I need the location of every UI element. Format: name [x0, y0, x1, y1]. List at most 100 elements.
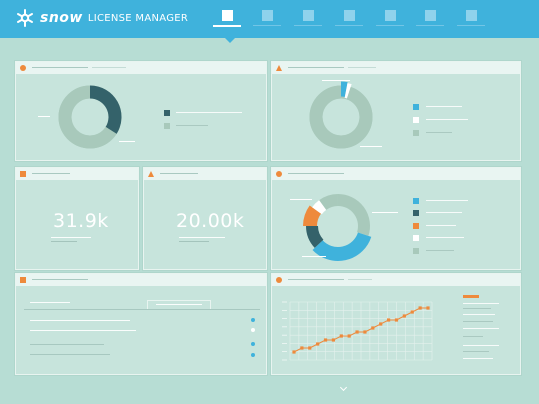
kpi-caption-placeholder: [51, 241, 77, 242]
legend-swatch: [413, 235, 419, 241]
donut-slice[interactable]: [312, 232, 372, 261]
list-tab[interactable]: [147, 300, 211, 309]
list-item-label-placeholder: [30, 354, 110, 355]
dashboard-icon: [222, 10, 233, 21]
nav-tab-4[interactable]: [331, 8, 369, 32]
panel-header[interactable]: [144, 168, 266, 180]
panel-subtitle-placeholder: [348, 67, 376, 68]
nav-tab-5[interactable]: [372, 8, 410, 32]
trend-point[interactable]: [300, 346, 304, 350]
trend-point[interactable]: [402, 314, 406, 318]
trend-point[interactable]: [371, 326, 375, 330]
circle-icon: [276, 277, 282, 283]
panel-header[interactable]: [272, 274, 520, 286]
donut-slices: [309, 81, 373, 149]
trend-point[interactable]: [316, 342, 320, 346]
panel-title-placeholder: [288, 279, 344, 280]
panel-title-placeholder: [32, 173, 70, 174]
list-header-divider: [24, 309, 260, 310]
nav-tab-underline: [416, 25, 444, 26]
circle-icon: [276, 171, 282, 177]
legend-swatch: [413, 210, 419, 216]
chart-callout-line: [302, 256, 326, 257]
status-dot: [251, 328, 255, 332]
legend-label-placeholder: [426, 200, 468, 201]
donut-slice[interactable]: [303, 205, 322, 227]
nav-tab-2[interactable]: [249, 8, 287, 32]
trend-point[interactable]: [292, 350, 296, 354]
legend-label-placeholder: [176, 112, 242, 113]
legend-swatch: [413, 248, 419, 254]
warning-icon: [148, 171, 154, 177]
warning-icon: [276, 65, 282, 71]
donut-slice[interactable]: [306, 225, 324, 248]
trend-point[interactable]: [394, 318, 399, 322]
legend-label-placeholder: [426, 250, 454, 251]
donut-slices: [58, 85, 122, 149]
legend-label-placeholder: [463, 351, 489, 352]
trend-point[interactable]: [379, 322, 383, 326]
legend-label-placeholder: [176, 125, 208, 126]
legend-swatch: [413, 198, 419, 204]
nav-tab-underline: [294, 25, 322, 26]
panel-title-placeholder: [32, 279, 88, 280]
panel-header[interactable]: [16, 62, 266, 74]
donut-slice[interactable]: [337, 194, 370, 236]
trend-point[interactable]: [308, 346, 312, 350]
donut-slice[interactable]: [344, 83, 352, 99]
brand-logo[interactable]: snow LICENSE MANAGER: [16, 9, 188, 27]
legend-label-placeholder: [463, 308, 491, 309]
nav-tab-7[interactable]: [453, 8, 491, 32]
trend-point[interactable]: [347, 334, 351, 338]
nav-icon-5: [385, 10, 396, 21]
donut-slice[interactable]: [58, 85, 117, 149]
chart-callout-line: [38, 116, 50, 117]
trend-point[interactable]: [323, 338, 328, 342]
panel-header[interactable]: [16, 168, 138, 180]
trend-point[interactable]: [426, 306, 430, 310]
chart-callout-line: [372, 212, 398, 213]
trend-point[interactable]: [418, 306, 422, 310]
trend-point[interactable]: [386, 318, 391, 322]
legend-label-placeholder: [426, 132, 452, 133]
donut-slices: [303, 194, 372, 261]
legend-label-placeholder: [463, 345, 499, 346]
trend-point[interactable]: [331, 338, 336, 342]
panel-header[interactable]: [272, 62, 520, 74]
scroll-down-caret[interactable]: [339, 383, 348, 392]
panel-subtitle-placeholder: [348, 279, 372, 280]
column-header-placeholder: [156, 304, 202, 305]
trend-point[interactable]: [363, 330, 367, 334]
legend-label-placeholder: [426, 225, 456, 226]
list-item-label-placeholder: [30, 330, 136, 331]
status-dot: [251, 318, 255, 322]
donut-slice[interactable]: [89, 85, 122, 134]
panel-subtitle-placeholder: [92, 67, 126, 68]
nav-tab-6[interactable]: [412, 8, 450, 32]
column-header-placeholder: [30, 302, 70, 303]
nav-icon-4: [344, 10, 355, 21]
legend-label-placeholder: [463, 328, 499, 329]
donut-slice[interactable]: [319, 194, 339, 211]
trend-point[interactable]: [339, 334, 343, 338]
panel-header[interactable]: [272, 168, 520, 180]
legend-label-placeholder: [463, 358, 493, 359]
panel-title-placeholder: [32, 67, 88, 68]
status-dot: [251, 353, 255, 357]
trend-point[interactable]: [355, 330, 359, 334]
kpi-value: 31.9k: [53, 210, 109, 232]
donut-slice[interactable]: [312, 200, 327, 215]
widget-panel-kpi-1: 31.9k: [15, 167, 139, 270]
widget-panel-list: [15, 273, 267, 375]
kpi-value: 20.00k: [176, 210, 245, 232]
nav-tab-dashboard[interactable]: [209, 8, 247, 32]
widget-panel-donut-1: [15, 61, 267, 161]
status-dot: [251, 342, 255, 346]
list-item-label-placeholder: [30, 320, 130, 321]
donut-slice[interactable]: [309, 85, 373, 149]
panel-header[interactable]: [16, 274, 266, 286]
nav-tab-3[interactable]: [290, 8, 328, 32]
chart-callout-line: [360, 146, 382, 147]
trend-point[interactable]: [410, 310, 414, 314]
kpi-caption-placeholder: [179, 241, 209, 242]
